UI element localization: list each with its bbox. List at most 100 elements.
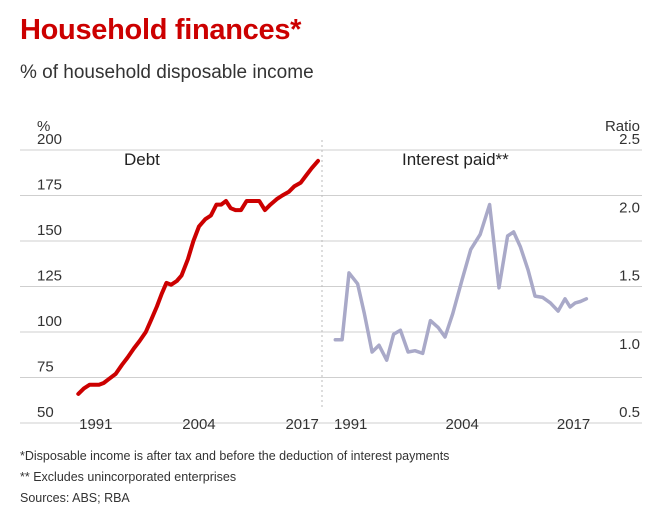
data-point-debt	[210, 215, 211, 216]
panel-title-debt: Debt	[124, 150, 160, 169]
data-point-interest	[507, 235, 508, 236]
data-point-interest	[558, 311, 559, 312]
data-point-interest	[438, 327, 439, 328]
data-point-interest	[570, 306, 571, 307]
data-point-debt	[156, 306, 157, 307]
data-point-debt	[259, 200, 260, 201]
data-point-debt	[176, 280, 177, 281]
data-point-debt	[235, 210, 236, 211]
data-point-interest	[400, 330, 401, 331]
y-tick-label-left: 175	[37, 177, 62, 194]
data-point-debt	[94, 384, 95, 385]
data-point-interest	[357, 283, 358, 284]
x-tick-label-interest: 2004	[445, 416, 478, 433]
chart-title: Household finances*	[20, 14, 302, 46]
footnote-disposable-income: *Disposable income is after tax and befo…	[20, 449, 450, 463]
data-point-interest	[422, 353, 423, 354]
data-point-debt	[205, 219, 206, 220]
panel-title-interest: Interest paid**	[402, 150, 509, 169]
data-point-debt	[145, 331, 146, 332]
data-point-interest	[470, 249, 471, 250]
x-tick-label-interest: 2017	[557, 416, 590, 433]
data-point-interest	[462, 279, 463, 280]
data-point-interest	[550, 302, 551, 303]
data-point-debt	[240, 210, 241, 211]
y-tick-label-right: 1.5	[619, 268, 640, 285]
x-tick-label-debt: 1991	[79, 416, 112, 433]
data-point-debt	[83, 388, 84, 389]
data-point-debt	[187, 259, 188, 260]
data-point-debt	[230, 208, 231, 209]
data-point-debt	[276, 199, 277, 200]
data-point-debt	[108, 379, 109, 380]
data-point-debt	[317, 160, 318, 161]
data-point-interest	[372, 351, 373, 352]
data-point-debt	[264, 210, 265, 211]
y-tick-label-left: 150	[37, 222, 62, 239]
series-line-debt	[76, 158, 320, 396]
data-point-interest	[444, 336, 445, 337]
data-point-debt	[139, 341, 140, 342]
y-tick-label-right: 0.5	[619, 404, 640, 421]
data-point-debt	[127, 357, 128, 358]
y-tick-label-left: 75	[37, 359, 54, 376]
data-point-interest	[498, 287, 499, 288]
data-point-debt	[98, 384, 99, 385]
data-point-interest	[480, 234, 481, 235]
data-point-interest	[378, 345, 379, 346]
y-tick-label-left: 200	[37, 131, 62, 148]
data-point-debt	[246, 200, 247, 201]
y-tick-label-right: 2.5	[619, 131, 640, 148]
data-point-interest	[489, 204, 490, 205]
data-point-debt	[198, 226, 199, 227]
data-point-debt	[193, 240, 194, 241]
data-point-interest	[364, 313, 365, 314]
data-point-interest	[564, 298, 565, 299]
data-point-debt	[103, 382, 104, 383]
data-point-interest	[520, 246, 521, 247]
data-point-debt	[121, 364, 122, 365]
data-point-debt	[282, 195, 283, 196]
y-tick-label-right: 1.0	[619, 336, 640, 353]
y-axis-label-left: %	[37, 118, 50, 135]
footnote-sources: Sources: ABS; RBA	[20, 491, 130, 505]
data-point-interest	[542, 297, 543, 298]
data-point-debt	[252, 200, 253, 201]
data-point-interest	[348, 272, 349, 273]
data-point-interest	[386, 360, 387, 361]
data-point-debt	[89, 384, 90, 385]
x-tick-label-interest: 1991	[334, 416, 367, 433]
data-point-interest	[408, 351, 409, 352]
data-point-debt	[306, 175, 307, 176]
data-point-debt	[166, 282, 167, 283]
x-tick-label-debt: 2004	[182, 416, 215, 433]
data-point-debt	[288, 191, 289, 192]
series-line-interest	[333, 202, 589, 362]
data-point-debt	[181, 275, 182, 276]
chart-subtitle: % of household disposable income	[20, 62, 314, 83]
data-point-debt	[270, 204, 271, 205]
data-point-interest	[430, 320, 431, 321]
data-point-debt	[216, 204, 217, 205]
footnote-unincorporated: ** Excludes unincorporated enterprises	[20, 470, 237, 484]
data-point-interest	[452, 313, 453, 314]
data-point-interest	[580, 301, 581, 302]
y-axis-label-right: Ratio	[605, 118, 640, 135]
data-point-debt	[171, 284, 172, 285]
data-point-interest	[586, 298, 587, 299]
data-point-debt	[221, 204, 222, 205]
data-point-interest	[342, 339, 343, 340]
data-point-interest	[534, 296, 535, 297]
data-point-debt	[78, 393, 79, 394]
data-point-interest	[513, 231, 514, 232]
data-point-debt	[294, 186, 295, 187]
data-point-interest	[528, 270, 529, 271]
data-point-debt	[151, 319, 152, 320]
data-point-debt	[133, 348, 134, 349]
data-point-interest	[335, 339, 336, 340]
y-tick-label-left: 50	[37, 404, 54, 421]
y-tick-label-left: 125	[37, 268, 62, 285]
data-point-debt	[161, 293, 162, 294]
x-tick-label-debt: 2017	[285, 416, 318, 433]
data-point-debt	[311, 168, 312, 169]
